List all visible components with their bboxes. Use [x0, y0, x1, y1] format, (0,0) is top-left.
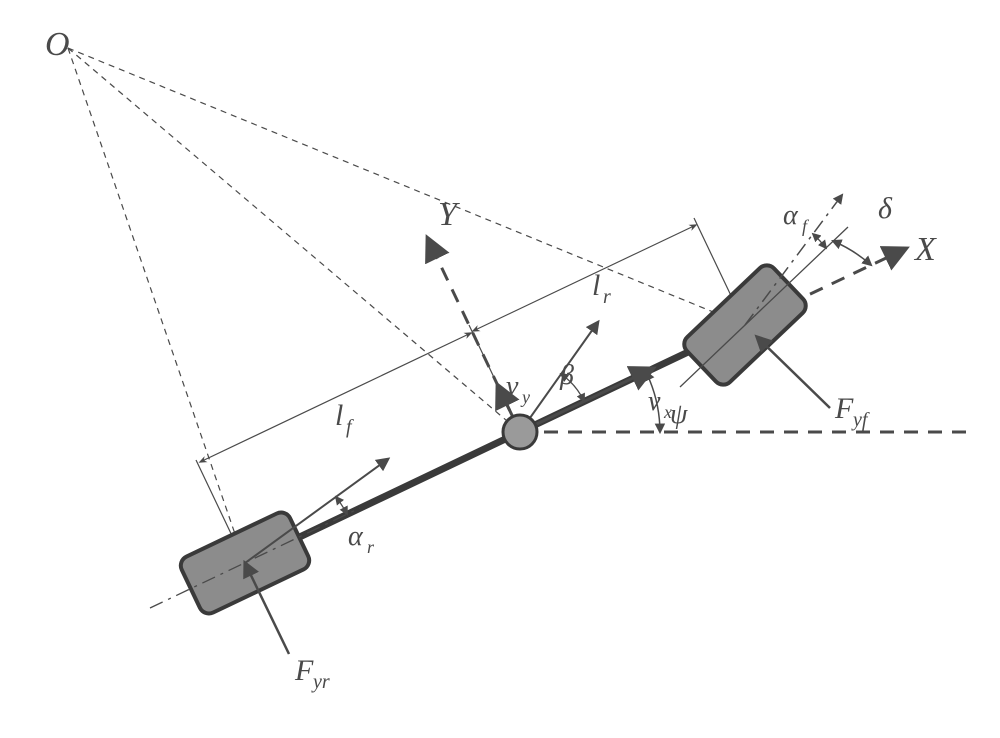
svg-text:r: r: [603, 286, 611, 308]
svg-text:r: r: [367, 537, 375, 557]
svg-text:α: α: [783, 200, 799, 231]
svg-text:yr: yr: [311, 671, 330, 693]
label-X: X: [913, 231, 937, 268]
svg-text:yf: yf: [851, 409, 870, 431]
label-alpha-r: α r: [348, 521, 375, 557]
label-delta: δ: [878, 192, 893, 225]
Fyf-arrow: [757, 337, 830, 408]
svg-text:v: v: [506, 371, 519, 402]
dimension-lr: [473, 218, 745, 331]
svg-text:f: f: [802, 216, 810, 236]
cg-marker: [503, 415, 537, 449]
svg-text:F: F: [294, 654, 314, 687]
ray-O-front: [68, 48, 745, 325]
label-alpha-f: α f: [783, 200, 810, 236]
label-lr: l r: [592, 269, 611, 308]
label-lf: l f: [335, 399, 354, 438]
alpha-r-arc: [336, 497, 347, 514]
vx-arrow: [520, 369, 652, 432]
label-beta: β: [559, 360, 574, 391]
svg-text:y: y: [520, 387, 530, 407]
label-psi: ψ: [670, 399, 688, 430]
ray-O-rear: [68, 48, 245, 563]
svg-text:v: v: [648, 386, 661, 417]
bicycle-model-diagram: O Y X l r l f v y v x β ψ δ α f α r F yf…: [0, 0, 1000, 738]
svg-text:l: l: [335, 399, 343, 432]
label-vy: v y: [506, 371, 530, 407]
label-vx: v x: [648, 386, 672, 422]
label-Y: Y: [438, 196, 460, 233]
front-heading: [680, 227, 848, 387]
label-Fyr: F yr: [294, 654, 330, 693]
svg-text:F: F: [834, 392, 854, 425]
svg-text:l: l: [592, 269, 600, 302]
delta-arc: [833, 241, 871, 265]
svg-text:f: f: [346, 416, 354, 438]
svg-text:α: α: [348, 521, 364, 552]
alpha-f-arc: [813, 234, 826, 248]
ray-O-cg: [68, 48, 520, 432]
label-Fyf: F yf: [834, 392, 870, 431]
label-O: O: [45, 26, 70, 63]
